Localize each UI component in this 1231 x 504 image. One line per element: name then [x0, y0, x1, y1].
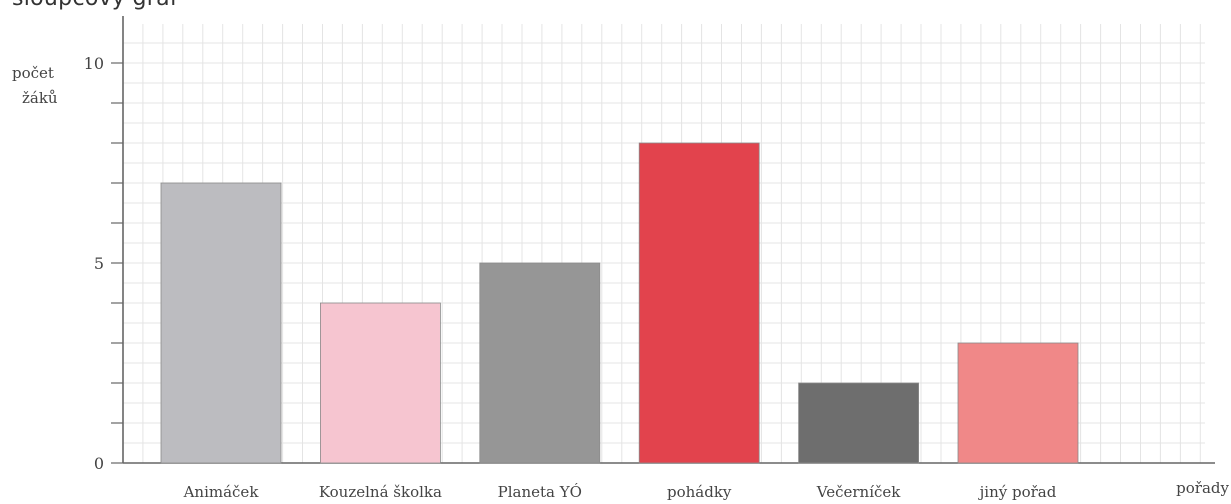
bar-4	[798, 382, 919, 464]
bar-1	[319, 302, 441, 464]
category-label: Animáček	[183, 483, 260, 501]
labels: 0 5 10 počet žáků Animáček Kouzelná školka Plan…	[12, 54, 1230, 501]
bar-5	[957, 342, 1079, 464]
category-label: jiný pořad	[978, 483, 1057, 501]
x-axis-label: pořady	[1176, 479, 1229, 497]
category-label: Večerníček	[816, 483, 902, 501]
y-axis-label: počet	[12, 64, 54, 82]
bar-3	[638, 142, 760, 464]
category-label: pohádky	[667, 483, 732, 501]
y-tick-label: 5	[94, 254, 104, 273]
category-label: Kouzelná školka	[319, 483, 442, 501]
bars	[160, 142, 1079, 464]
y-tick-label: 10	[84, 54, 104, 73]
chart-title: sloupcový graf	[12, 0, 178, 11]
bar-2	[479, 262, 601, 464]
y-tick-label: 0	[94, 454, 104, 473]
y-axis-label: žáků	[22, 89, 58, 107]
bar-0	[160, 182, 282, 464]
category-label: Planeta YÓ	[498, 483, 582, 501]
